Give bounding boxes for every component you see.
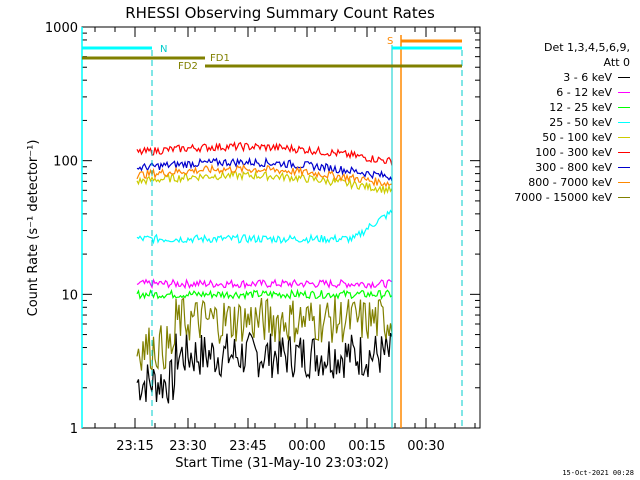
series-line-4	[136, 169, 393, 196]
legend-label: 300 - 800 keV	[535, 161, 612, 174]
legend-swatch	[618, 137, 630, 138]
legend-swatch	[618, 167, 630, 168]
x-tick-label: 00:00	[288, 439, 325, 454]
legend-label: 7000 - 15000 keV	[514, 191, 612, 204]
annotation-n: N	[160, 44, 167, 55]
legend-entry: 6 - 12 keV	[514, 85, 630, 100]
series-line-8	[136, 296, 393, 372]
legend: Det 1,3,4,5,6,9, Att 0 3 - 6 keV 6 - 12 k…	[514, 40, 630, 205]
legend-entry: 50 - 100 keV	[514, 130, 630, 145]
annotations: N S FD1 FD2	[81, 27, 463, 428]
legend-rows: 3 - 6 keV 6 - 12 keV 12 - 25 keV 25 - 50 ke…	[514, 70, 630, 205]
legend-swatch	[618, 107, 630, 108]
legend-entry: 12 - 25 keV	[514, 100, 630, 115]
y-axis: 1 10 100 1000	[45, 21, 480, 437]
x-tick-label: 23:30	[169, 439, 206, 454]
series-line-5	[136, 141, 393, 166]
legend-label: 3 - 6 keV	[563, 71, 612, 84]
legend-label: 25 - 50 keV	[549, 116, 612, 129]
x-axis-label: Start Time (31-May-10 23:03:02)	[175, 456, 389, 471]
legend-entry: 3 - 6 keV	[514, 70, 630, 85]
legend-swatch	[618, 197, 630, 198]
series-line-7	[136, 163, 393, 188]
x-tick-label: 23:15	[116, 439, 153, 454]
annotation-s: S	[387, 36, 393, 47]
legend-swatch	[618, 77, 630, 78]
legend-title: Det 1,3,4,5,6,9,	[543, 41, 630, 54]
series-line-6	[136, 156, 393, 182]
legend-label: 800 - 7000 keV	[528, 176, 612, 189]
legend-swatch	[618, 122, 630, 123]
legend-entry: 800 - 7000 keV	[514, 175, 630, 190]
y-tick-label: 1	[70, 422, 78, 437]
legend-entry: 300 - 800 keV	[514, 160, 630, 175]
series-line-3	[136, 209, 393, 245]
legend-subtitle: Att 0	[603, 56, 630, 69]
series-line-1	[136, 278, 393, 290]
timestamp-footer: 15-Oct-2021 00:28	[562, 469, 634, 477]
y-tick-label: 100	[53, 155, 78, 170]
x-tick-label: 00:30	[407, 439, 444, 454]
y-tick-label: 10	[61, 288, 78, 303]
annotation-fd2: FD2	[178, 61, 198, 72]
y-axis-label: Count Rate (s⁻¹ detector⁻¹)	[26, 140, 41, 317]
series-line-2	[136, 288, 393, 301]
legend-label: 100 - 300 keV	[535, 146, 612, 159]
series-group	[136, 141, 393, 404]
series-line-0	[136, 331, 393, 404]
legend-swatch	[618, 182, 630, 183]
legend-label: 50 - 100 keV	[542, 131, 612, 144]
x-axis: 23:15 23:30 23:45 00:00 00:15 00:30	[94, 27, 476, 454]
legend-entry: 25 - 50 keV	[514, 115, 630, 130]
y-tick-label: 1000	[45, 21, 78, 36]
legend-entry: 7000 - 15000 keV	[514, 190, 630, 205]
annotation-fd1: FD1	[210, 53, 230, 64]
x-tick-label: 00:15	[348, 439, 385, 454]
x-tick-label: 23:45	[229, 439, 266, 454]
chart-title: RHESSI Observing Summary Count Rates	[125, 4, 435, 22]
legend-entry: 100 - 300 keV	[514, 145, 630, 160]
legend-label: 12 - 25 keV	[549, 101, 612, 114]
legend-swatch	[618, 152, 630, 153]
legend-swatch	[618, 92, 630, 93]
legend-label: 6 - 12 keV	[556, 86, 612, 99]
